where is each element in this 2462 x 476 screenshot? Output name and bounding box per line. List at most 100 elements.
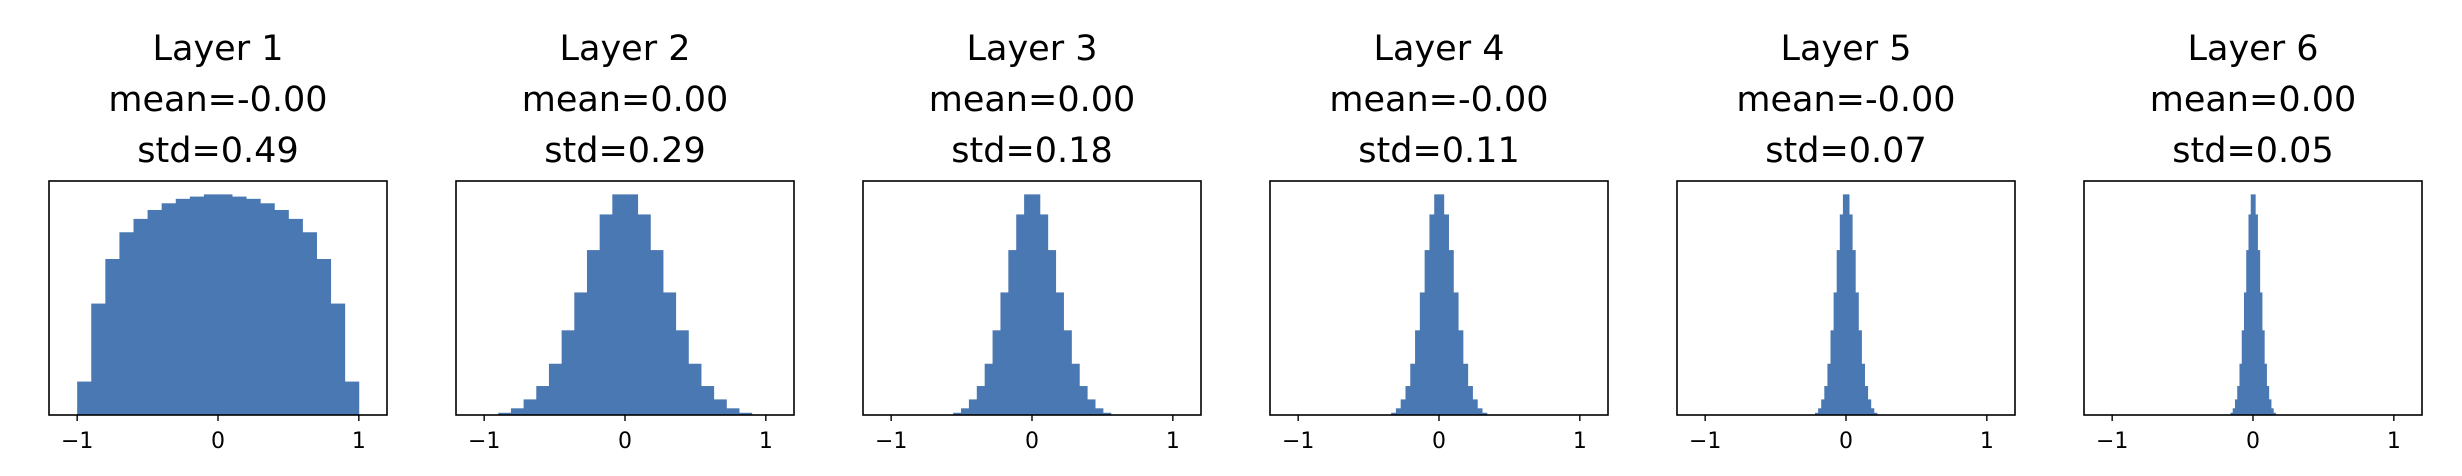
histogram-bar xyxy=(2232,408,2236,415)
panel-title: Layer 6 xyxy=(2188,29,2319,69)
histogram-bar xyxy=(1039,214,1049,415)
histogram-bar xyxy=(510,408,524,415)
x-tick-label: 0 xyxy=(1432,429,1446,454)
histogram-bar xyxy=(1448,250,1454,415)
x-tick-label: −1 xyxy=(61,429,93,454)
histogram-bar xyxy=(2241,330,2245,415)
histogram-bar xyxy=(1391,412,1397,415)
histogram-bar xyxy=(599,214,613,415)
panel-title: mean=-0.00 xyxy=(1329,80,1548,120)
histogram-bar xyxy=(1824,386,1828,415)
histogram-bar xyxy=(189,196,205,415)
histogram-bar xyxy=(1055,292,1064,415)
x-tick-label: 1 xyxy=(2387,429,2401,454)
histogram-bar xyxy=(2250,194,2254,415)
panel-title: std=0.29 xyxy=(544,131,705,171)
histogram-bar xyxy=(1842,194,1847,415)
histogram-bar xyxy=(1458,330,1464,415)
histogram-bar xyxy=(2234,399,2238,415)
x-tick-label: 0 xyxy=(618,429,632,454)
panel-title: mean=0.00 xyxy=(2150,80,2357,120)
histogram-bar xyxy=(984,363,993,415)
x-tick-label: 0 xyxy=(2246,429,2260,454)
histogram-bar xyxy=(739,412,753,415)
histogram-bar xyxy=(218,194,233,415)
histogram-bar xyxy=(713,399,727,415)
histogram-bar xyxy=(1008,250,1017,415)
histogram-bar xyxy=(175,198,191,415)
histogram-bar xyxy=(77,381,92,415)
histogram-bar xyxy=(147,209,163,415)
histogram-bar xyxy=(675,330,689,415)
histogram-bar xyxy=(1424,250,1430,415)
histogram-bar xyxy=(1467,386,1473,415)
histogram-bar xyxy=(105,259,120,415)
histogram-bar xyxy=(1864,386,1869,415)
histogram-bar xyxy=(119,232,134,415)
histogram-bar xyxy=(1400,399,1406,415)
histogram-bar xyxy=(2273,412,2276,415)
histogram-bar xyxy=(2246,250,2249,415)
histogram-bar xyxy=(1087,399,1096,415)
histogram-bar xyxy=(1439,194,1445,415)
histogram-bar xyxy=(1047,250,1057,415)
x-tick-label: 1 xyxy=(759,429,773,454)
x-tick-label: −1 xyxy=(875,429,907,454)
x-tick-label: 1 xyxy=(1573,429,1587,454)
histogram-bar xyxy=(612,194,626,415)
histogram-bar xyxy=(586,250,601,415)
histogram-bar xyxy=(1861,363,1865,415)
histogram-bar xyxy=(726,408,740,415)
histogram-bar xyxy=(1852,250,1856,415)
histogram-bar xyxy=(2266,386,2270,415)
histogram-bar xyxy=(523,399,537,415)
x-tick-label: 1 xyxy=(1980,429,1994,454)
x-tick-label: −1 xyxy=(1689,429,1721,454)
histogram-bar xyxy=(1095,408,1104,415)
histogram-bar xyxy=(574,292,588,415)
panel-title: std=0.11 xyxy=(1358,131,1519,171)
x-tick-label: −1 xyxy=(468,429,500,454)
x-tick-label: −1 xyxy=(2096,429,2128,454)
histogram-bar xyxy=(302,232,317,415)
x-tick-label: 0 xyxy=(1839,429,1853,454)
histogram-bar xyxy=(1024,194,1033,415)
histogram-bar xyxy=(1419,292,1426,415)
x-tick-label: −1 xyxy=(1282,429,1314,454)
histogram-bar xyxy=(2264,363,2267,415)
panel-title: mean=-0.00 xyxy=(108,80,327,120)
histogram-bar xyxy=(2239,363,2243,415)
histogram-bar xyxy=(498,412,512,415)
histogram-bar xyxy=(1472,399,1478,415)
histogram-bar xyxy=(968,399,978,415)
x-tick-label: 0 xyxy=(211,429,225,454)
histogram-bar xyxy=(953,412,962,415)
histogram-bar xyxy=(1833,292,1838,415)
histogram-bar xyxy=(1477,408,1483,415)
histogram-bar xyxy=(344,381,360,415)
histogram-bar xyxy=(2248,214,2252,415)
histogram-bar xyxy=(650,250,664,415)
histogram-bar xyxy=(663,292,677,415)
histogram-bar xyxy=(1063,330,1072,415)
x-tick-label: 0 xyxy=(1025,429,1039,454)
histogram-bar xyxy=(1443,214,1449,415)
histogram-bar xyxy=(2237,386,2240,415)
histogram-bar xyxy=(133,218,148,415)
histogram-bar xyxy=(274,209,289,415)
histogram-bar xyxy=(1016,214,1025,415)
x-tick-label: 1 xyxy=(352,429,366,454)
histogram-bar xyxy=(1410,363,1416,415)
histogram-bar xyxy=(2268,399,2272,415)
histogram-bar xyxy=(203,194,219,415)
histogram-bar xyxy=(1821,399,1825,415)
histogram-bar xyxy=(1071,363,1080,415)
histogram-bar xyxy=(2255,214,2258,415)
histogram-bar xyxy=(2262,330,2265,415)
panel-title: Layer 1 xyxy=(153,29,284,69)
histogram-bar xyxy=(1482,412,1488,415)
histogram-bar xyxy=(1830,330,1835,415)
histogram-bar xyxy=(1870,408,1875,415)
panel-title: Layer 5 xyxy=(1781,29,1912,69)
